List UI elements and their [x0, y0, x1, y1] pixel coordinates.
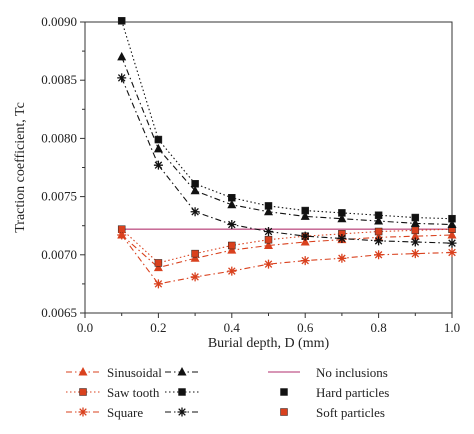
- legend-no-inclusions-label: No inclusions: [316, 365, 388, 380]
- series-hard-particles-saw-tooth: [117, 17, 456, 223]
- data-point: [447, 238, 457, 248]
- legend-label: Sinusoidal: [107, 365, 162, 380]
- y-tick-label: 0.0085: [41, 72, 77, 87]
- data-point: [301, 206, 309, 215]
- data-point: [153, 279, 163, 289]
- legend-hard-particles-label: Hard particles: [316, 385, 389, 400]
- data-point: [410, 231, 420, 240]
- y-tick-label: 0.0070: [41, 247, 77, 262]
- data-point: [337, 234, 347, 244]
- data-point: [191, 249, 199, 258]
- data-point: [264, 206, 273, 216]
- data-point: [227, 245, 237, 254]
- data-point: [410, 249, 420, 259]
- data-point: [117, 17, 126, 25]
- data-point: [153, 143, 163, 153]
- y-tick-label: 0.0080: [41, 130, 77, 145]
- y-tick-label: 0.0065: [41, 305, 77, 320]
- data-point: [227, 266, 237, 276]
- data-point: [154, 135, 163, 144]
- y-axis-title: Traction coefficient, Tc: [13, 102, 28, 233]
- legend-label: Square: [107, 405, 143, 420]
- legend-label: Saw tooth: [107, 385, 160, 400]
- legend-soft-particles-marker: [280, 408, 288, 416]
- data-point: [338, 209, 346, 217]
- legend-soft-marker: [78, 367, 88, 376]
- series-line: [121, 56, 453, 226]
- data-point: [264, 240, 273, 249]
- data-point: [410, 237, 420, 247]
- data-point: [190, 272, 200, 282]
- data-point: [190, 253, 200, 262]
- series-soft-particles-sinusoidal: [117, 230, 457, 272]
- legend-soft-particles-label: Soft particles: [316, 405, 385, 420]
- legend-soft-marker: [78, 407, 88, 417]
- data-point: [228, 241, 236, 250]
- data-point: [153, 262, 163, 272]
- legend-hard-marker: [177, 367, 187, 376]
- data-point: [264, 259, 273, 269]
- data-point: [117, 51, 127, 61]
- legend: Sinusoidal Saw tooth Square No inclusions Ha…: [66, 365, 389, 420]
- plot-area: [84, 17, 457, 314]
- series-hard-particles-sinusoidal: [117, 51, 457, 229]
- data-point: [154, 259, 163, 267]
- data-point: [117, 73, 127, 83]
- data-point: [190, 207, 200, 217]
- data-point: [264, 227, 273, 237]
- data-point: [374, 236, 384, 246]
- y-tick-label: 0.0075: [41, 189, 77, 204]
- series-hard-particles-square: [117, 73, 457, 248]
- data-point: [447, 230, 457, 239]
- legend-hard-particles-marker: [280, 388, 288, 396]
- data-point: [300, 231, 310, 241]
- data-point: [191, 180, 199, 188]
- series-line: [121, 234, 453, 285]
- data-point: [447, 247, 457, 257]
- data-point: [410, 218, 420, 227]
- series-soft-particles-square: [117, 230, 457, 289]
- data-point: [190, 185, 200, 195]
- data-point: [337, 213, 347, 223]
- axes-layer: 0.0 0.2 0.4 0.6 0.8 1.0 0.0065 0.0070 0.0075 0.00…: [41, 14, 460, 335]
- data-point: [264, 202, 273, 210]
- x-axis-title: Burial depth, D (mm): [208, 336, 330, 351]
- data-point: [374, 250, 384, 260]
- plot-frame: [84, 21, 453, 314]
- x-tick-label: 0.8: [370, 320, 386, 335]
- data-point: [227, 220, 237, 230]
- legend-soft-marker: [79, 388, 87, 396]
- data-point: [337, 253, 347, 263]
- data-point: [374, 211, 383, 219]
- y-tick-label: 0.0090: [41, 14, 77, 29]
- data-point: [374, 227, 383, 236]
- data-point: [300, 211, 310, 220]
- data-point: [227, 199, 237, 209]
- data-point: [117, 230, 127, 240]
- data-point: [411, 226, 420, 235]
- legend-hard-marker: [178, 388, 186, 396]
- series-line: [121, 234, 453, 269]
- data-point: [411, 213, 420, 222]
- data-point: [374, 216, 384, 225]
- series-line: [121, 77, 453, 244]
- x-tick-label: 0.6: [297, 320, 314, 335]
- data-point: [300, 236, 310, 246]
- series-line: [121, 20, 453, 220]
- data-point: [448, 214, 456, 223]
- data-point: [153, 160, 163, 170]
- x-tick-label: 0.0: [77, 320, 93, 335]
- x-tick-label: 0.4: [224, 320, 241, 335]
- x-tick-label: 0.2: [150, 320, 166, 335]
- series-layer: [117, 17, 457, 289]
- data-point: [264, 235, 273, 244]
- x-tick-label: 1.0: [444, 320, 460, 335]
- data-point: [228, 194, 236, 202]
- data-point: [447, 219, 457, 229]
- series-line: [121, 228, 453, 264]
- legend-hard-marker: [177, 407, 187, 417]
- data-point: [300, 256, 310, 266]
- series-soft-particles-saw-tooth: [117, 225, 456, 267]
